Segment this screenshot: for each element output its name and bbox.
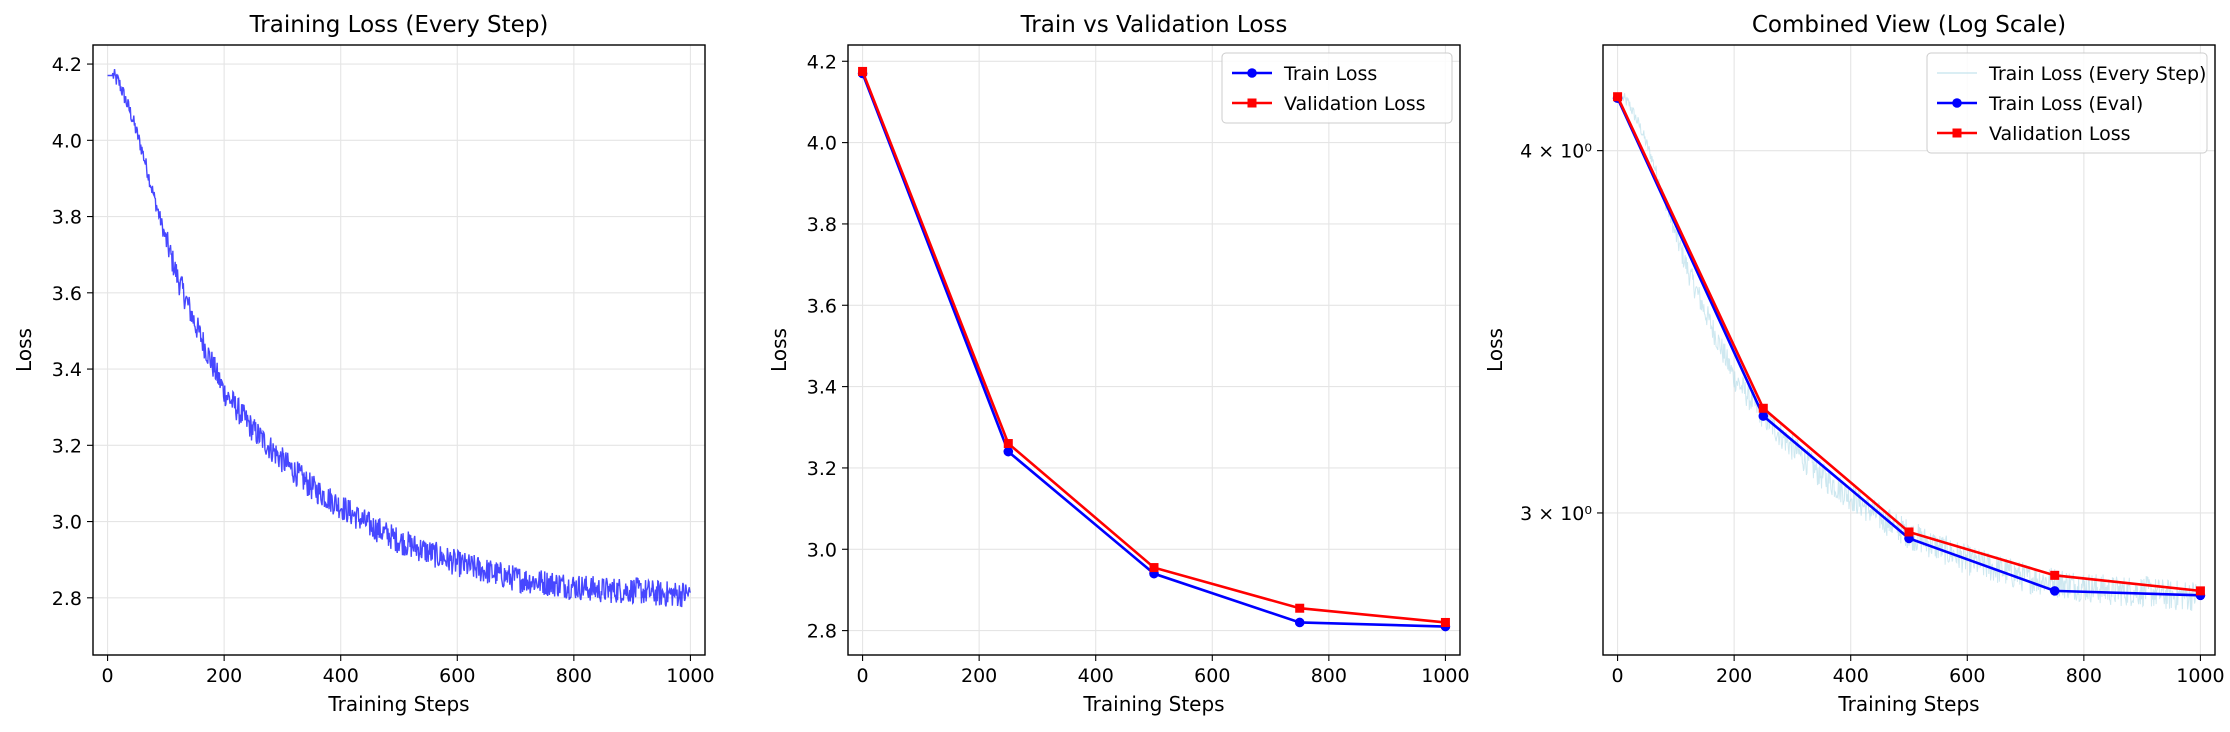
chart-title: Training Loss (Every Step) bbox=[249, 12, 549, 38]
data-point-marker bbox=[1294, 617, 1305, 628]
series-line-1 bbox=[107, 68, 692, 608]
x-tick-label: 0 bbox=[102, 665, 114, 687]
y-tick-label: 3.6 bbox=[52, 283, 82, 305]
legend: Train Loss (Every Step) Train Loss (Eval)… bbox=[1926, 52, 2208, 154]
data-point-marker bbox=[1440, 617, 1450, 627]
y-tick-label: 3.8 bbox=[807, 214, 837, 236]
plot-area bbox=[857, 66, 1451, 632]
series-line-1 bbox=[861, 73, 1446, 628]
chart-panel-1: 0 200 400 600 800 1000 2.8 3.0 3.2 3.4 3.6 3.8 4.0 4.… bbox=[12, 12, 715, 716]
data-point-marker bbox=[1758, 403, 1768, 413]
y-tick-label: 3.4 bbox=[52, 359, 82, 381]
legend-marker bbox=[1247, 98, 1257, 108]
data-point-marker bbox=[1904, 527, 1914, 537]
x-tick-label: 200 bbox=[206, 665, 242, 687]
y-tick-label: 2.8 bbox=[807, 621, 837, 643]
legend-label: Train Loss bbox=[1283, 63, 1377, 85]
x-tick-label: 1000 bbox=[2176, 665, 2224, 687]
x-tick-label: 200 bbox=[1716, 665, 1752, 687]
y-tick-label: 4.2 bbox=[807, 51, 837, 73]
y-tick-label: 4 × 10⁰ bbox=[1520, 141, 1592, 163]
legend-marker bbox=[1247, 68, 1257, 78]
y-tick-label: 4.0 bbox=[807, 133, 837, 155]
x-tick-label: 0 bbox=[1612, 665, 1624, 687]
y-tick-label: 3.2 bbox=[807, 458, 837, 480]
plot-area bbox=[107, 68, 692, 608]
x-tick-label: 1000 bbox=[1421, 665, 1469, 687]
x-tick-label: 600 bbox=[1194, 665, 1230, 687]
x-tick-label: 400 bbox=[1078, 665, 1114, 687]
y-tick-label: 3.8 bbox=[52, 207, 82, 229]
legend-label: Train Loss (Eval) bbox=[1988, 93, 2143, 115]
x-tick-label: 800 bbox=[1311, 665, 1347, 687]
x-axis-label: Training Steps bbox=[327, 692, 469, 716]
x-tick-label: 1000 bbox=[666, 665, 714, 687]
legend-marker bbox=[1952, 128, 1962, 138]
y-tick-label: 4.0 bbox=[52, 130, 82, 152]
data-point-marker bbox=[2195, 586, 2205, 596]
x-tick-label: 600 bbox=[439, 665, 475, 687]
data-point-marker bbox=[1149, 563, 1159, 573]
x-axis-label: Training Steps bbox=[1837, 692, 1979, 716]
chart-panel-3: 0 200 400 600 800 1000 3 × 10⁰ 4 × 10⁰ Combined … bbox=[1483, 12, 2225, 716]
legend: Train Loss Validation Loss bbox=[1221, 52, 1453, 124]
data-point-marker bbox=[1758, 411, 1769, 421]
plot-frame bbox=[1602, 44, 2216, 656]
legend-label: Validation Loss bbox=[1989, 123, 2131, 145]
y-axis-label: Loss bbox=[767, 328, 791, 372]
x-axis-label: Training Steps bbox=[1082, 692, 1224, 716]
chart-panel-2: 0 200 400 600 800 1000 2.8 3.0 3.2 3.4 3.6 3.8 4.0 4.… bbox=[767, 12, 1470, 716]
y-axis-label: Loss bbox=[1483, 328, 1507, 372]
x-tick-label: 800 bbox=[2066, 665, 2102, 687]
data-point-marker bbox=[2049, 586, 2060, 596]
x-tick-label: 0 bbox=[857, 665, 869, 687]
x-tick-label: 200 bbox=[961, 665, 997, 687]
legend-box bbox=[1221, 52, 1453, 124]
grid-lines bbox=[93, 45, 705, 655]
legend-marker bbox=[1952, 98, 1962, 108]
y-tick-label: 3.4 bbox=[807, 377, 837, 399]
y-tick-label: 4.2 bbox=[52, 54, 82, 76]
x-tick-label: 800 bbox=[556, 665, 592, 687]
x-tick-label: 400 bbox=[1833, 665, 1869, 687]
data-point-marker bbox=[1003, 446, 1014, 457]
plot-frame bbox=[92, 44, 706, 656]
y-tick-label: 3.0 bbox=[52, 512, 82, 534]
y-axis-label: Loss bbox=[12, 328, 36, 372]
y-tick-label: 3 × 10⁰ bbox=[1520, 503, 1592, 525]
x-tick-label: 400 bbox=[323, 665, 359, 687]
grid-lines bbox=[848, 45, 1460, 655]
plot-frame bbox=[847, 44, 1461, 656]
series-line-2 bbox=[861, 70, 1446, 624]
legend-label: Validation Loss bbox=[1284, 93, 1426, 115]
data-point-marker bbox=[2050, 570, 2060, 580]
chart-title: Combined View (Log Scale) bbox=[1752, 12, 2066, 38]
legend-label: Train Loss (Every Step) bbox=[1988, 63, 2206, 85]
chart-title: Train vs Validation Loss bbox=[1020, 12, 1288, 38]
y-tick-label: 2.8 bbox=[52, 588, 82, 610]
y-tick-label: 3.0 bbox=[807, 539, 837, 561]
legend-box bbox=[1926, 52, 2208, 154]
y-tick-label: 3.2 bbox=[52, 435, 82, 457]
plot-area bbox=[1612, 92, 2206, 611]
series-line-2 bbox=[1616, 97, 2201, 597]
x-tick-label: 600 bbox=[1949, 665, 1985, 687]
data-point-marker bbox=[858, 66, 868, 76]
data-point-marker bbox=[1003, 439, 1013, 449]
data-point-marker bbox=[1295, 603, 1305, 613]
series-line-3 bbox=[1616, 96, 2201, 593]
data-point-marker bbox=[1613, 92, 1623, 102]
y-tick-label: 3.6 bbox=[807, 295, 837, 317]
